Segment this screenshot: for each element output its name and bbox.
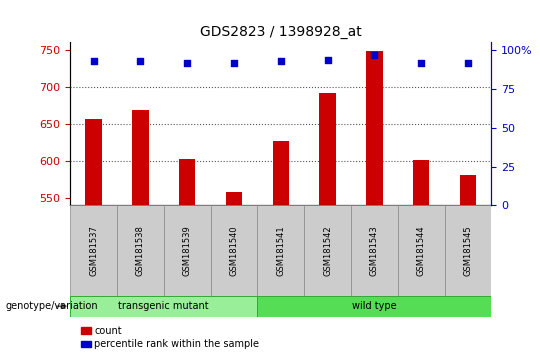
Text: count: count xyxy=(94,326,122,336)
Bar xyxy=(226,192,242,205)
Text: GSM181537: GSM181537 xyxy=(89,225,98,276)
Point xyxy=(136,58,145,64)
Point xyxy=(230,60,238,65)
Text: genotype/variation: genotype/variation xyxy=(5,301,98,311)
Text: GSM181545: GSM181545 xyxy=(463,225,472,276)
Text: wild type: wild type xyxy=(352,301,397,311)
Bar xyxy=(320,93,336,205)
Text: GSM181541: GSM181541 xyxy=(276,225,285,276)
Point xyxy=(370,52,379,58)
Point xyxy=(417,60,426,65)
Text: GSM181540: GSM181540 xyxy=(230,225,239,276)
Bar xyxy=(258,296,491,317)
Bar xyxy=(258,205,304,296)
Bar xyxy=(398,205,444,296)
Text: percentile rank within the sample: percentile rank within the sample xyxy=(94,339,260,349)
Bar xyxy=(413,160,429,205)
Point xyxy=(323,57,332,62)
Bar xyxy=(164,205,211,296)
Bar xyxy=(70,205,117,296)
Point xyxy=(276,58,285,64)
Bar xyxy=(70,296,258,317)
Point xyxy=(464,60,472,65)
Bar xyxy=(351,205,398,296)
Point xyxy=(183,60,192,65)
Bar xyxy=(444,205,491,296)
Bar xyxy=(304,205,351,296)
Bar xyxy=(117,205,164,296)
Bar xyxy=(179,159,195,205)
Title: GDS2823 / 1398928_at: GDS2823 / 1398928_at xyxy=(200,25,362,39)
Point xyxy=(89,58,98,64)
Text: GSM181544: GSM181544 xyxy=(417,225,426,276)
Text: GSM181543: GSM181543 xyxy=(370,225,379,276)
Text: GSM181538: GSM181538 xyxy=(136,225,145,276)
Text: GSM181542: GSM181542 xyxy=(323,225,332,276)
Bar xyxy=(460,175,476,205)
Text: GSM181539: GSM181539 xyxy=(183,225,192,276)
Bar xyxy=(211,205,258,296)
Text: transgenic mutant: transgenic mutant xyxy=(118,301,209,311)
Bar xyxy=(366,51,383,205)
Bar xyxy=(85,119,102,205)
Bar xyxy=(132,110,149,205)
Bar xyxy=(273,141,289,205)
